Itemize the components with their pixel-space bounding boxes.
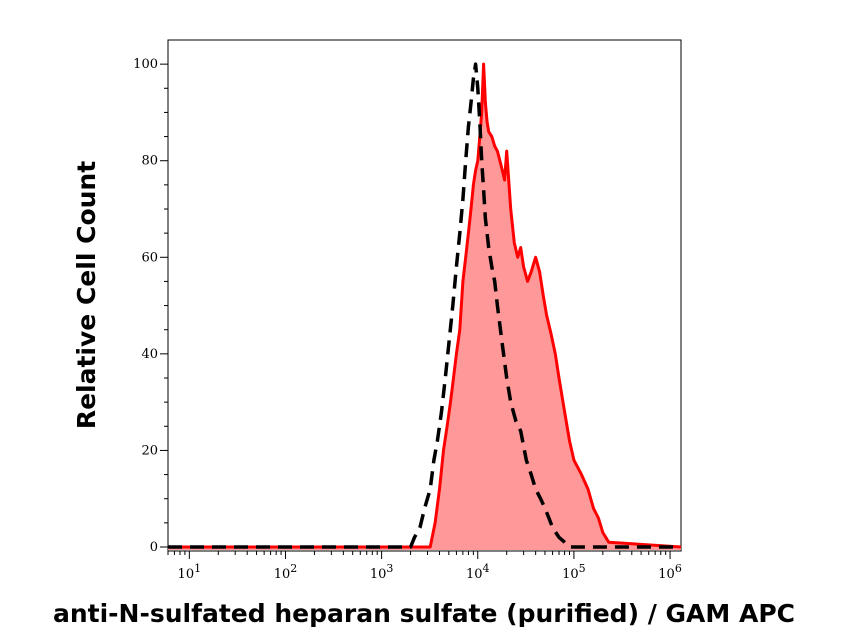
y-axis-ticks: 0 20 40 60 80 100: [133, 57, 168, 555]
y-tick-label: 100: [133, 57, 158, 72]
x-tick-label: 105: [562, 562, 586, 582]
y-tick-label: 40: [141, 347, 158, 362]
y-tick-label: 60: [141, 250, 158, 265]
series-red-line: [168, 62, 682, 549]
y-tick-label: 80: [141, 154, 158, 169]
x-tick-label: 102: [274, 562, 298, 582]
x-tick-label: 101: [178, 562, 202, 582]
x-tick-label: 103: [370, 562, 394, 582]
plot-frame: [167, 39, 682, 552]
series-layer: [168, 62, 682, 550]
x-axis-label: anti-N-sulfated heparan sulfate (purifie…: [53, 599, 795, 628]
y-tick-label: 20: [141, 443, 158, 458]
y-tick-label: 0: [150, 540, 158, 555]
x-axis-ticks: 101 102 103 104 105 106: [167, 551, 682, 582]
series-black-dashed-line: [168, 62, 681, 549]
y-axis-label: Relative Cell Count: [72, 161, 101, 429]
x-tick-label: 106: [658, 562, 682, 582]
x-tick-label: 104: [466, 562, 490, 582]
series-fill-area: [168, 64, 681, 550]
